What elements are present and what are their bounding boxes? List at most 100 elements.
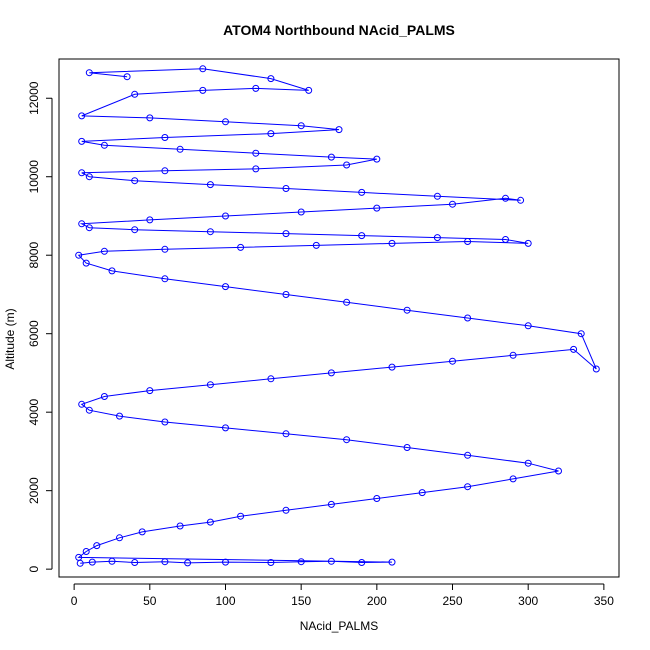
data-point: [267, 559, 275, 566]
data-point: [297, 122, 305, 130]
data-point: [85, 406, 93, 414]
data-point: [75, 553, 83, 561]
x-tick-label: 200: [367, 594, 387, 608]
data-point: [252, 84, 260, 92]
data-point: [267, 375, 275, 383]
chart-title: ATOM4 Northbound NAcid_PALMS: [223, 22, 455, 38]
data-point: [373, 495, 381, 502]
data-point: [206, 181, 214, 189]
data-point: [176, 145, 184, 153]
x-axis-label: NAcid_PALMS: [300, 619, 378, 633]
data-point: [252, 149, 260, 157]
x-tick-label: 0: [71, 594, 78, 608]
data-point: [222, 212, 229, 220]
data-point: [161, 134, 169, 141]
data-point: [282, 291, 290, 298]
data-point: [82, 259, 90, 267]
data-point: [78, 112, 86, 120]
data-point: [433, 234, 441, 242]
data-point: [327, 500, 335, 508]
data-point: [509, 351, 517, 359]
data-point: [305, 86, 313, 94]
data-point: [524, 239, 532, 247]
data-point: [267, 75, 275, 83]
data-point: [161, 245, 169, 253]
data-point: [282, 430, 290, 438]
data-point: [88, 558, 96, 566]
data-point: [146, 114, 154, 122]
data-point: [449, 200, 456, 208]
data-point: [388, 363, 396, 371]
data-point: [206, 518, 214, 526]
y-tick-label: 0: [27, 565, 41, 572]
data-point: [449, 357, 456, 365]
data-point: [78, 400, 86, 408]
plot-frame: [58, 58, 620, 578]
data-point: [267, 130, 275, 138]
data-point: [222, 558, 229, 566]
data-point: [358, 559, 366, 566]
data-point: [222, 424, 229, 432]
data-point: [464, 238, 472, 245]
data-point: [161, 275, 169, 283]
data-point: [85, 69, 93, 77]
x-tick-label: 300: [518, 594, 538, 608]
data-point: [502, 194, 509, 202]
data-point: [82, 548, 90, 555]
data-point: [131, 559, 139, 566]
data-point: [131, 226, 139, 234]
data-point: [312, 241, 320, 249]
data-point: [161, 418, 169, 426]
data-point: [237, 512, 245, 520]
data-point: [358, 188, 366, 196]
y-tick-label: 4000: [27, 399, 41, 426]
data-point: [592, 365, 600, 373]
data-point: [509, 475, 517, 483]
data-point: [327, 369, 335, 377]
data-point: [327, 153, 335, 161]
y-tick-label: 10000: [27, 160, 41, 194]
data-point: [237, 243, 245, 251]
data-point: [116, 412, 123, 420]
data-point: [100, 393, 108, 400]
y-tick-label: 2000: [27, 477, 41, 504]
data-point: [100, 141, 108, 149]
data-point: [85, 173, 93, 181]
data-point: [555, 467, 562, 475]
data-point: [388, 239, 396, 247]
data-point: [464, 314, 472, 322]
data-point: [343, 298, 351, 306]
data-point: [282, 506, 290, 514]
data-point: [75, 251, 83, 259]
data-point: [343, 161, 351, 169]
data-point: [297, 208, 305, 216]
data-point: [138, 528, 146, 536]
data-point: [78, 220, 86, 228]
plot-area: 0 50 100 150 200 250 300 350 0 2000 4000 6000 8000 10…: [27, 58, 620, 608]
data-point: [146, 387, 154, 395]
y-tick-label: 12000: [27, 81, 41, 115]
x-tick-label: 100: [215, 594, 235, 608]
data-point: [78, 169, 86, 177]
data-point: [358, 232, 366, 240]
data-point: [222, 118, 229, 126]
y-tick-label: 8000: [27, 242, 41, 269]
data-point: [433, 192, 441, 200]
data-point: [131, 177, 139, 185]
data-point: [517, 196, 525, 204]
data-point: [577, 330, 585, 338]
data-point: [184, 559, 192, 567]
x-tick-label: 250: [442, 594, 462, 608]
y-tick-label: 6000: [27, 320, 41, 347]
data-point: [100, 247, 108, 255]
data-point: [206, 228, 214, 236]
data-point: [78, 137, 86, 145]
data-point: [403, 444, 411, 451]
data-point: [146, 216, 154, 224]
series-line: [77, 68, 597, 564]
data-point: [116, 534, 123, 542]
x-tick-label: 150: [291, 594, 311, 608]
data-point: [524, 322, 532, 330]
data-point: [206, 381, 214, 389]
